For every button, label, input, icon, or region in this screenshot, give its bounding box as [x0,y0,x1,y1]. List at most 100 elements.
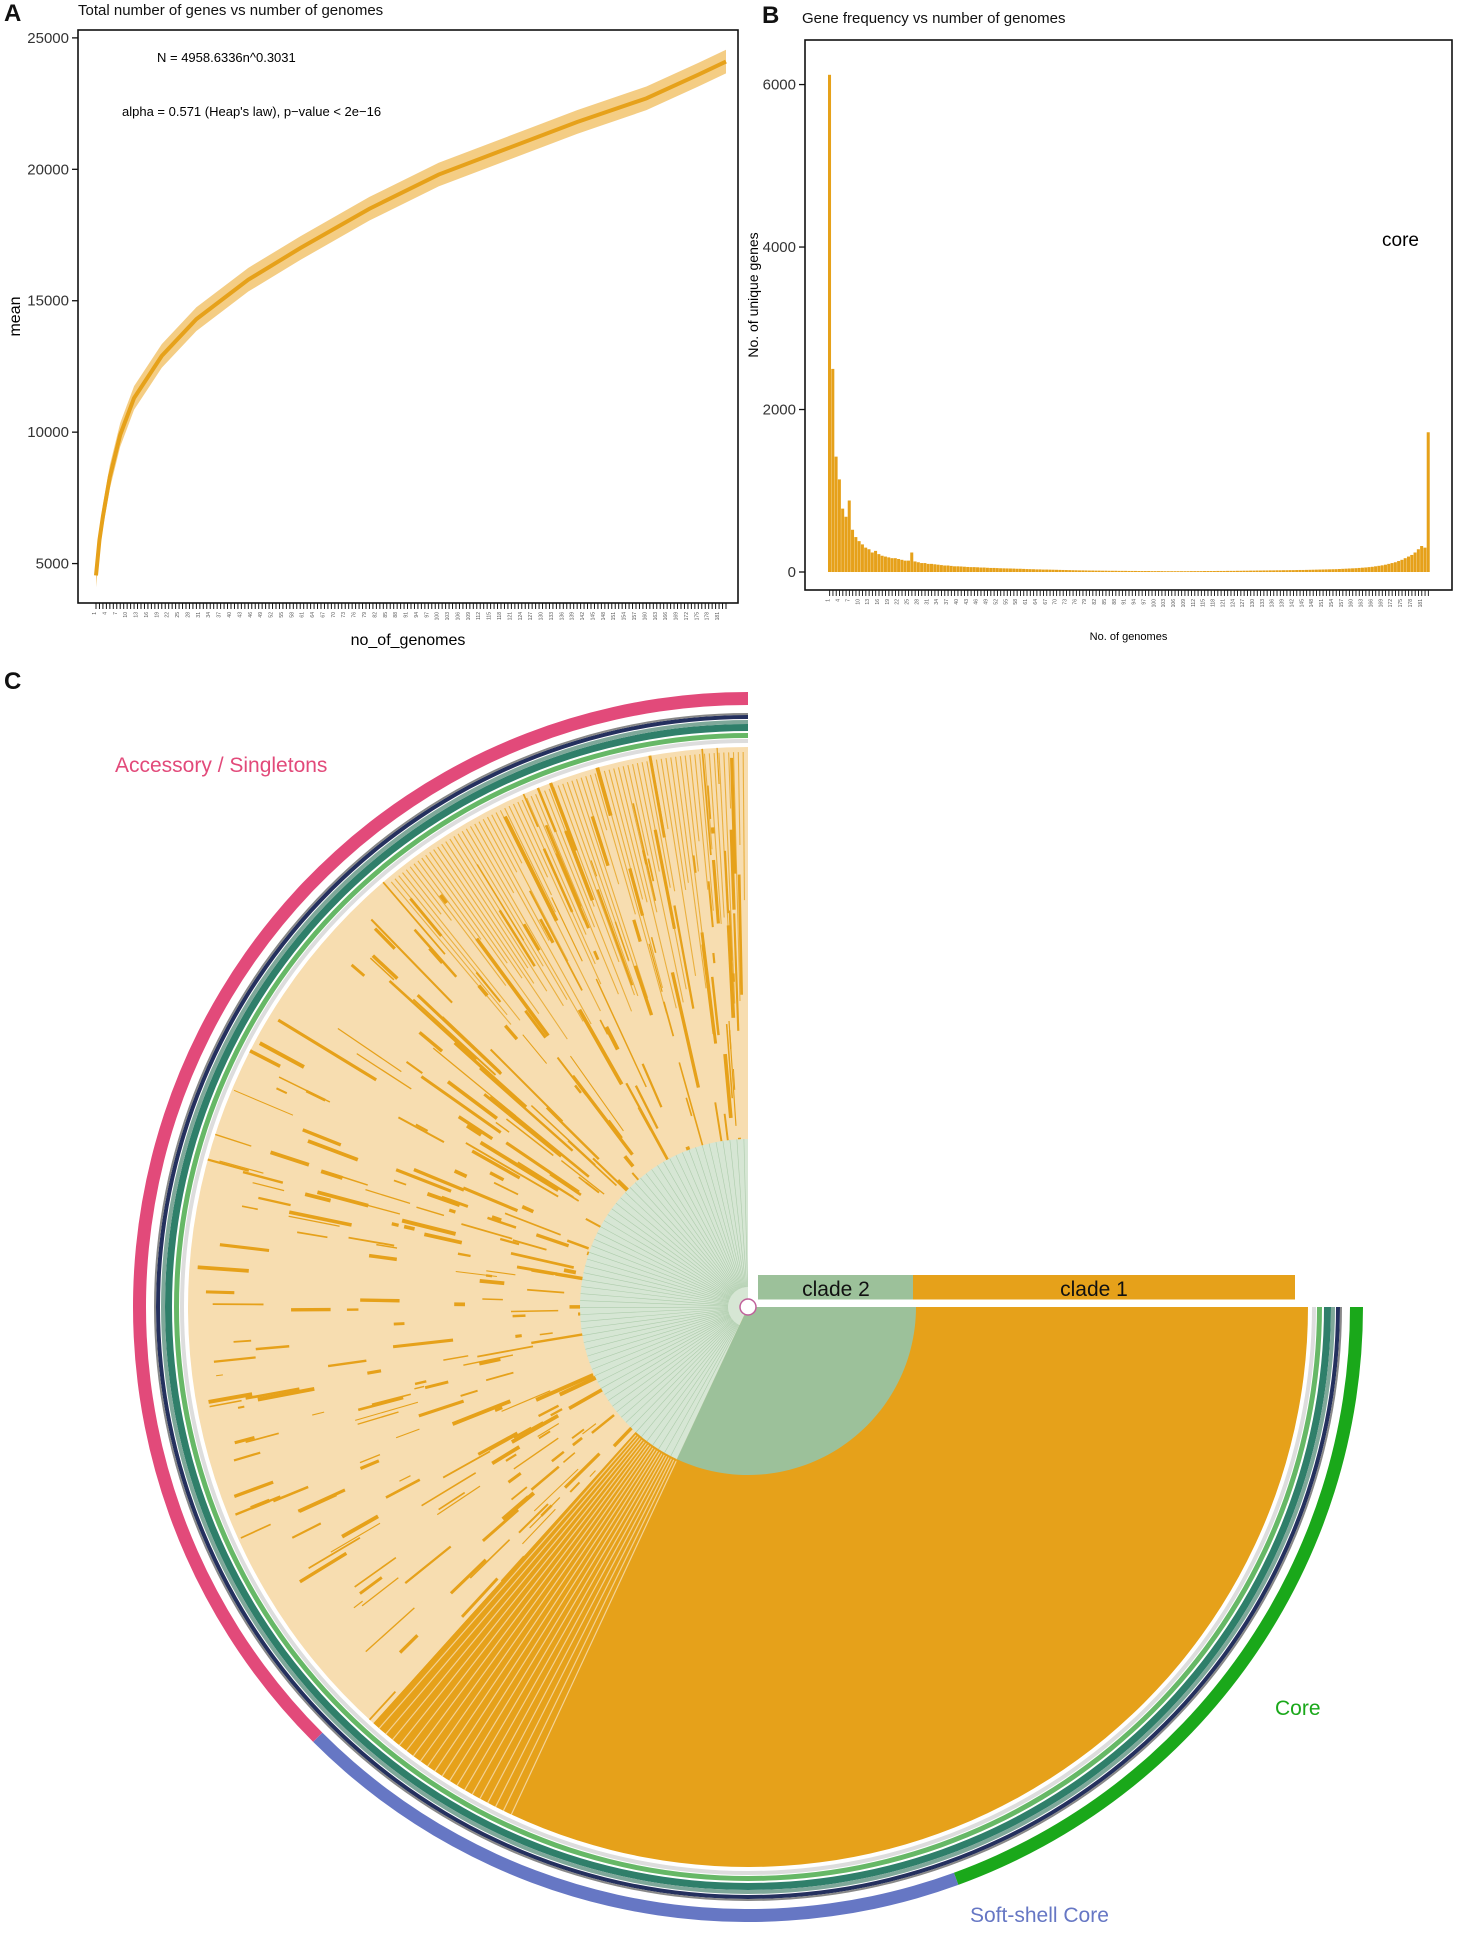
bar [1337,568,1341,572]
accessory-streak [213,1356,256,1363]
clade-2-branch [651,1169,737,1291]
accessory-dense-streak [461,830,544,967]
accessory-streak [453,1169,468,1179]
y-tick-label-a: 25000 [27,30,69,47]
accessory-streak [712,952,716,964]
x-tick-label-b: 16 [875,599,881,605]
bar [1278,570,1282,572]
bar [1410,554,1414,572]
x-tick-label-a: 133 [549,612,555,621]
bar [880,555,884,572]
bar [1239,570,1243,572]
bar [1196,571,1200,572]
clade-2-branch [645,1173,737,1292]
accessory-streak [515,1334,522,1338]
y-axis-label-a: mean [7,296,24,336]
accessory-streak [503,815,559,922]
softshell-stripe [378,1434,637,1729]
x-tick-label-a: 37 [217,612,223,618]
y-axis-label-b: No. of unique genes [745,232,761,357]
x-tick-label-b: 172 [1388,599,1394,608]
accessory-dense-streak [495,812,523,864]
clade-2-branch [594,1238,730,1300]
accessory-streak [543,926,555,944]
accessory-streak [486,1270,516,1276]
x-tick-label-b: 88 [1112,599,1118,605]
x-tick-label-a: 127 [528,612,534,621]
bar [1377,565,1381,572]
accessory-streak [732,1068,736,1090]
accessory-streak [219,1243,270,1253]
bar [1022,568,1026,572]
accessory-streak [556,1056,587,1096]
accessory-streak [245,1387,300,1400]
accessory-streak [205,1290,235,1295]
accessory-streak [460,1389,478,1397]
accessory-streak [371,1393,411,1406]
bar [1328,569,1332,572]
x-tick-label-b: 43 [964,599,970,605]
accessory-dense-streak [641,762,687,990]
x-tick-label-b: 100 [1151,599,1157,608]
bar [966,566,970,572]
accessory-streak [388,979,478,1061]
softshell-stripe [456,1451,661,1786]
x-tick-label-a: 163 [653,612,659,621]
bar [1265,570,1269,572]
accessory-streak [507,1472,522,1484]
accessory-streak [499,1237,520,1246]
accessory-streak [522,1034,548,1064]
accessory-streak [359,1453,381,1464]
chart-b-title: Gene frequency vs number of genomes [802,10,1066,27]
bar [1199,571,1203,572]
bar [1380,565,1384,572]
x-tick-label-a: 124 [518,612,524,621]
accessory-dense-streak [508,805,552,896]
accessory-dense-streak [585,776,620,885]
accessory-streak [327,1359,367,1368]
bar [1012,568,1016,572]
bar [1015,568,1019,572]
accessory-streak [320,1169,344,1180]
accessory-dense-streak [665,758,687,891]
bar [1420,546,1424,572]
bar [1249,570,1253,572]
x-tick-label-b: 70 [1053,599,1059,605]
accessory-dense-streak [580,777,603,846]
x-tick-label-b: 28 [914,599,920,605]
accessory-dense-streak [694,754,709,890]
accessory-streak [518,1503,549,1534]
bar [1262,570,1266,572]
x-tick-label-a: 136 [559,612,565,621]
bar [1314,569,1318,572]
accessory-dense-streak [613,768,648,903]
x-tick-label-b: 76 [1072,599,1078,605]
bar [1068,570,1072,572]
bar [946,565,950,572]
accessory-streak [493,1181,519,1196]
x-tick-label-b: 73 [1062,599,1068,605]
bar [854,537,858,572]
accessory-streak [577,1008,624,1086]
accessory-streak [641,1063,663,1108]
bar [1124,570,1128,572]
softshell-stripe [392,1437,641,1741]
clade-2-branch [630,1321,735,1428]
bar [1321,569,1325,572]
accessory-streak [233,1339,252,1343]
panel-label-c: C [4,668,22,695]
accessory-streak [564,830,595,901]
accessory-streak [489,1048,564,1123]
clade-2-branch [640,1177,736,1292]
x-tick-label-b: 58 [1013,599,1019,605]
x-tick-label-b: 160 [1349,599,1355,608]
clade-2-branch [701,1145,743,1288]
bar [867,549,871,572]
bar [1397,561,1401,572]
accessory-streak [737,874,744,995]
accessory-dense-streak [517,801,602,985]
accessory-dense-streak [402,872,521,1021]
bar [1173,571,1177,572]
bar [1028,569,1032,572]
x-tick-label-a: 61 [300,612,306,618]
